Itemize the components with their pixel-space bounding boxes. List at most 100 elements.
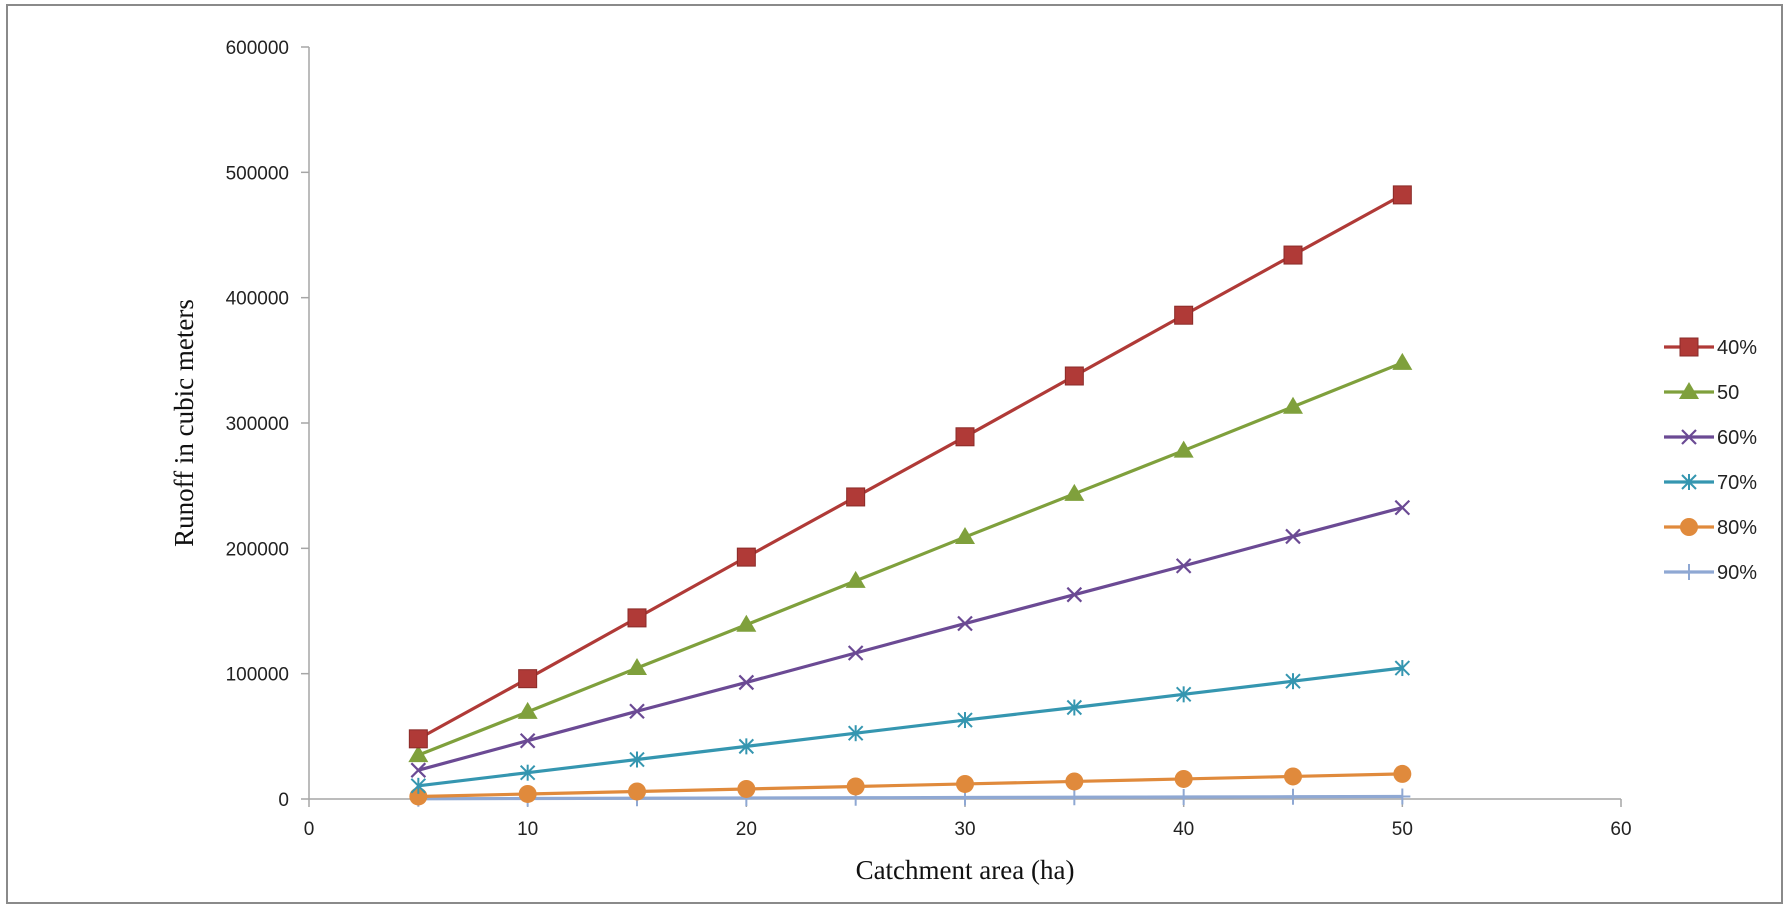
legend: 40% 50 60% 70% 80% 90% [1664,337,1757,584]
x-tick-label: 10 [517,819,538,840]
circle-marker [846,777,865,796]
y-tick-label: 400000 [226,289,289,310]
legend-label: 90% [1717,562,1757,584]
series-40pct [408,185,1412,749]
x-tick-label: 40 [1173,819,1194,840]
asterisk-marker [1066,699,1083,716]
series-line [417,361,1403,757]
y-tick-label: 100000 [226,665,289,686]
asterisk-marker [738,738,755,755]
square-marker [1679,337,1699,357]
triangle-marker [1392,352,1413,370]
series-line [418,794,1403,801]
asterisk-marker [1285,673,1301,690]
square-marker [408,729,428,749]
x-marker [1066,586,1083,603]
series-line [417,193,1404,741]
legend-label: 80% [1717,517,1757,539]
asterisk-marker [957,712,973,729]
square-marker [1392,185,1412,205]
legend-item: 70% [1664,472,1757,494]
x-marker [847,645,864,661]
y-tick-label: 0 [278,790,289,811]
x-marker [1285,528,1301,545]
legend-item: 80% [1664,517,1757,539]
series-group [408,185,1413,807]
circle-marker [518,784,537,803]
triangle-marker [955,527,975,545]
triangle-marker [736,614,757,632]
legend-label: 70% [1717,472,1757,494]
triangle-marker [627,658,647,676]
triangle-marker [1283,396,1303,414]
y-tick-label: 300000 [226,414,289,435]
legend-label: 50 [1717,382,1739,404]
triangle-marker [1064,483,1085,501]
x-marker [519,732,536,749]
plus-marker [1681,564,1697,580]
plus-marker [1175,788,1192,805]
series-line [418,666,1403,788]
x-tick-label: 50 [1392,819,1413,840]
legend-label: 60% [1717,427,1757,449]
series-90pct [410,788,1411,807]
square-marker [1283,245,1303,265]
square-marker [627,608,647,628]
square-marker [518,669,538,689]
triangle-marker [517,701,538,719]
y-axis-title: Runoff in cubic meters [169,299,199,547]
asterisk-marker [1175,686,1192,703]
legend-item: 90% [1664,562,1757,584]
x-tick-label: 60 [1610,819,1631,840]
circle-marker [628,782,646,801]
x-marker [738,674,755,691]
square-marker [955,427,975,447]
circle-marker [737,779,756,798]
triangle-marker [408,745,429,763]
circle-marker [1680,518,1698,536]
asterisk-marker [1681,474,1697,490]
plus-marker [1394,788,1411,805]
square-marker [1174,305,1194,325]
series-50 [408,352,1413,763]
series-line [417,506,1403,772]
legend-item: 40% [1664,337,1757,359]
series-60pct [410,499,1411,778]
tick-labels: 0 100000 200000 300000 400000 500000 600000 0 10… [226,38,1632,840]
x-axis-title: Catchment area (ha) [856,855,1075,885]
chart-frame [6,4,1783,904]
x-marker [1175,558,1192,574]
circle-marker [1284,767,1302,786]
square-marker [736,547,756,567]
plus-marker [1066,789,1083,806]
square-marker [846,487,866,507]
x-marker [1394,499,1411,516]
asterisk-marker [629,751,645,768]
asterisk-marker [519,764,536,781]
circle-marker [1174,769,1193,788]
y-tick-label: 200000 [226,539,289,560]
circle-marker [409,787,428,806]
x-marker [410,762,427,778]
circle-marker [956,774,974,793]
series-80pct [409,764,1412,806]
circle-marker [1065,772,1084,791]
y-tick-label: 600000 [226,38,289,59]
series-70pct [410,660,1411,794]
asterisk-marker [410,777,427,794]
plus-marker [1285,788,1301,805]
x-marker [1681,429,1697,445]
x-tick-label: 0 [304,819,315,840]
x-marker [629,703,645,720]
series-line [418,772,1403,799]
triangle-marker [845,570,866,588]
x-tick-label: 20 [736,819,757,840]
x-marker [957,615,973,632]
triangle-marker [1679,382,1699,399]
triangle-marker [1173,440,1194,458]
square-marker [1064,366,1084,386]
legend-item: 50 [1664,382,1739,404]
x-tick-label: 30 [954,819,975,840]
legend-label: 40% [1717,337,1757,359]
asterisk-marker [847,725,864,742]
